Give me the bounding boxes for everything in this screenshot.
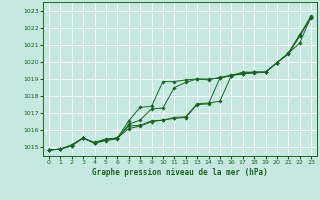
X-axis label: Graphe pression niveau de la mer (hPa): Graphe pression niveau de la mer (hPa) bbox=[92, 168, 268, 177]
